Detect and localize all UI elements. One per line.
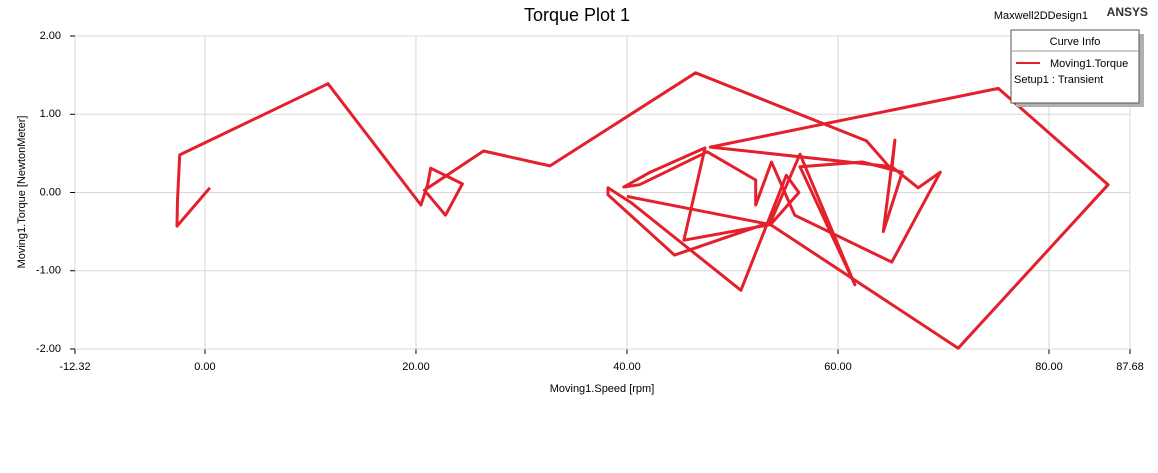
plot-lines	[175, 71, 1110, 350]
y-axis-label: Moving1.Torque [NewtonMeter]	[16, 116, 28, 269]
y-tick-label: -2.00	[36, 343, 61, 355]
x-tick-label: 0.00	[194, 361, 215, 373]
y-tick-label: 2.00	[40, 30, 61, 42]
y-tick-label: -1.00	[36, 265, 61, 277]
legend-entry: Moving1.Torque	[1050, 58, 1128, 70]
brand: ANSYS	[1107, 5, 1148, 19]
x-axis-label: Moving1.Speed [rpm]	[550, 383, 655, 395]
legend-box[interactable]	[1010, 29, 1140, 104]
x-tick-label: -12.32	[59, 361, 90, 373]
x-tick-label: 60.00	[824, 361, 852, 373]
legend-title: Curve Info	[1050, 36, 1101, 48]
chart-title: Torque Plot 1	[524, 5, 630, 25]
legend-setup: Setup1 : Transient	[1014, 74, 1103, 86]
x-tick-label: 80.00	[1035, 361, 1063, 373]
x-tick-label: 87.68	[1116, 361, 1144, 373]
design-name: Maxwell2DDesign1	[994, 10, 1088, 22]
y-tick-label: 1.00	[40, 108, 61, 120]
series-line	[175, 71, 1110, 350]
x-tick-label: 40.00	[613, 361, 641, 373]
y-tick-label: 0.00	[40, 186, 61, 198]
x-tick-label: 20.00	[402, 361, 430, 373]
